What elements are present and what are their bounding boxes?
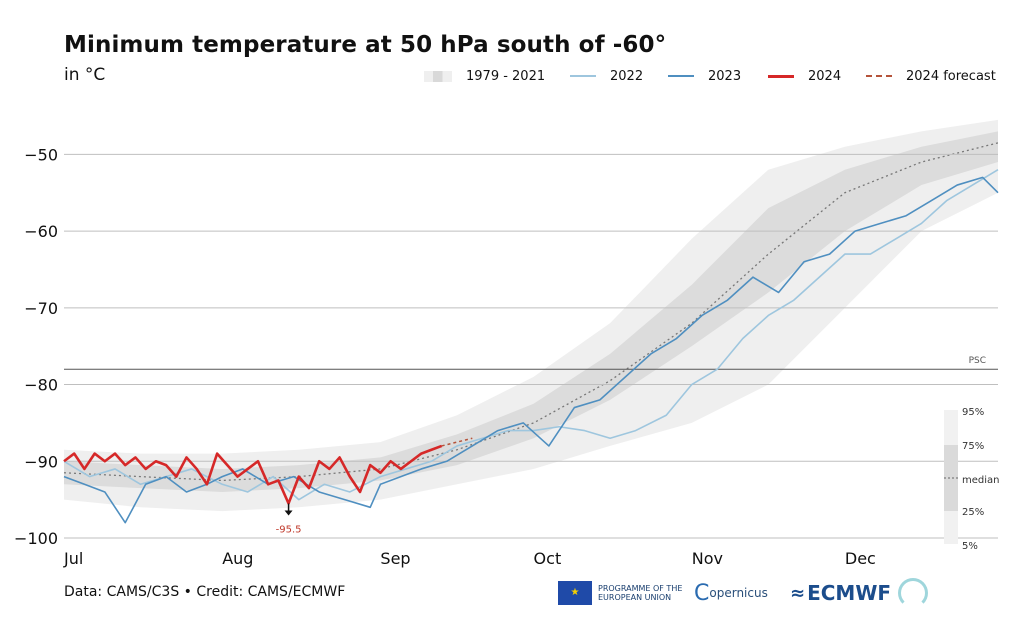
legend-item-2023: 2023 (668, 66, 741, 86)
copernicus-text: opernicus (709, 586, 768, 600)
legend-swatch-band (424, 70, 452, 82)
x-tick-label: Aug (222, 549, 253, 568)
ecmwf-logo: ≈ ECMWF (790, 578, 891, 608)
key-band-inner (944, 445, 958, 511)
y-tick-label: −80 (24, 376, 58, 395)
x-tick-label: Nov (692, 549, 723, 568)
series-lines (63, 169, 999, 524)
series-line-2024 (63, 444, 443, 505)
legend-item-2024-forecast: 2024 forecast (866, 66, 996, 86)
climatology-bands (63, 119, 999, 512)
chart-subtitle: in °C (64, 65, 106, 85)
legend-swatch-line (668, 75, 694, 77)
cams-logo (898, 578, 928, 608)
cams-arc-icon (898, 578, 928, 608)
grid-lines (64, 153, 998, 539)
legend-label: 2022 (610, 68, 644, 84)
axis-labels: −50 −60 −70 −80 −90 −100 Jul Aug Sep Oct Nov Dec PSC… (14, 145, 986, 568)
copernicus-logo: C opernicus (694, 578, 768, 608)
min-marker-arrow (284, 510, 293, 516)
copernicus-c-icon: C (694, 580, 710, 606)
y-tick-label: −90 (24, 452, 58, 471)
legend-swatch-dash (866, 75, 892, 77)
key-label: 95% (962, 407, 984, 418)
legend-item-climatology: 1979 - 2021 (424, 66, 545, 86)
key-label: 25% (962, 507, 984, 518)
eu-flag-icon: ★ (558, 581, 592, 605)
eu-text: PROGRAMME OF THE EUROPEAN UNION (598, 584, 683, 602)
y-tick-label: −60 (24, 222, 58, 241)
legend-swatch-line (768, 74, 794, 78)
key-label: 5% (962, 541, 978, 552)
x-tick-label: Jul (63, 549, 83, 568)
y-tick-label: −50 (24, 145, 58, 164)
y-tick-label: −100 (14, 529, 58, 548)
y-tick-label: −70 (24, 299, 58, 318)
series-line-2022 (63, 169, 999, 501)
key-label: median (962, 475, 1000, 486)
legend-swatch-line (570, 75, 596, 77)
percentile-key: 95% 75% median 25% 5% (944, 407, 1000, 552)
psc-label: PSC (969, 356, 986, 366)
legend-label: 1979 - 2021 (466, 68, 546, 84)
legend-label: 2023 (708, 68, 742, 84)
legend-label: 2024 (808, 68, 842, 84)
x-tick-label: Sep (380, 549, 410, 568)
min-annotation: -95.5 (276, 524, 302, 535)
footer-credit: Data: CAMS/C3S • Credit: CAMS/ECMWF (64, 584, 346, 600)
band-25-75 (64, 131, 998, 492)
band-5-95 (64, 119, 998, 512)
series-line-2024-forecast (441, 437, 473, 447)
eu-logo: ★ PROGRAMME OF THE EUROPEAN UNION (558, 578, 688, 608)
ecmwf-text: ECMWF (807, 581, 892, 605)
legend-item-2022: 2022 (570, 66, 643, 86)
key-band-outer (944, 410, 958, 544)
legend-label: 2024 forecast (906, 68, 996, 84)
x-tick-label: Dec (845, 549, 876, 568)
chart-title: Minimum temperature at 50 hPa south of -… (64, 32, 667, 58)
key-label: 75% (962, 441, 984, 452)
series-line-2023 (63, 176, 999, 524)
x-tick-label: Oct (534, 549, 562, 568)
median-line (63, 142, 999, 482)
ecmwf-wave-icon: ≈ (790, 582, 806, 604)
legend-item-2024: 2024 (768, 66, 841, 86)
